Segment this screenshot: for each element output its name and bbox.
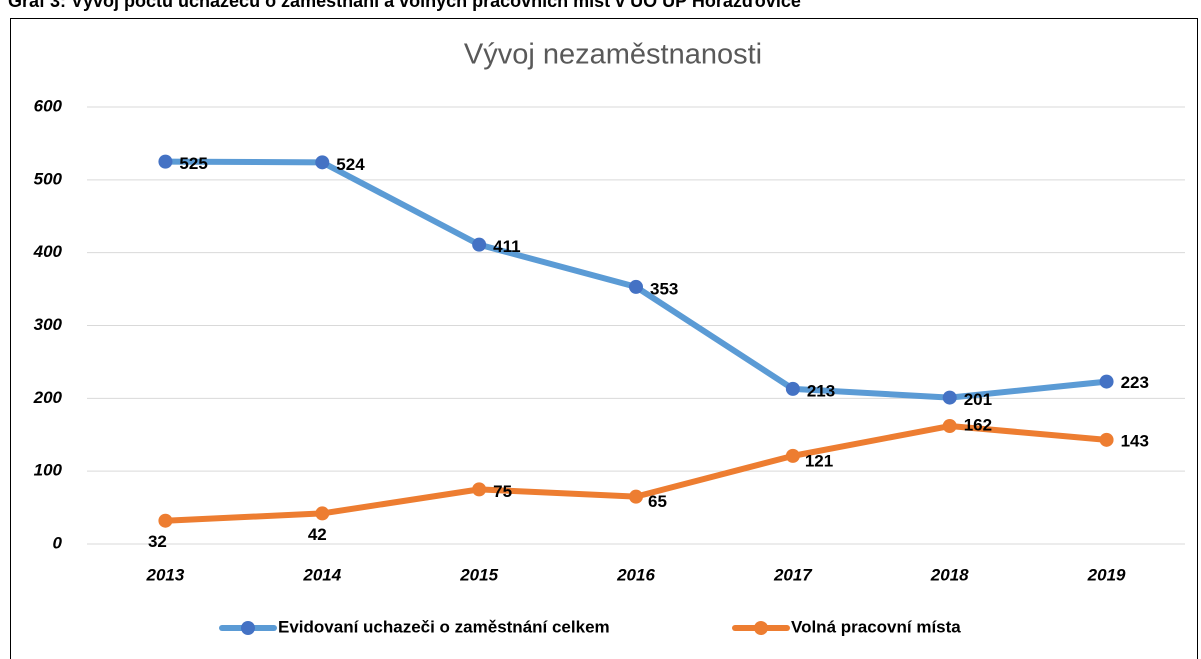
data-label: 121 (805, 451, 833, 470)
data-label: 32 (148, 532, 167, 551)
legend-marker (754, 621, 768, 635)
y-tick-label: 100 (34, 461, 63, 480)
data-point (315, 506, 330, 521)
x-tick-label: 2016 (616, 565, 655, 584)
data-label: 525 (179, 154, 207, 173)
data-point (942, 419, 957, 434)
data-point (158, 513, 173, 528)
x-tick-label: 2013 (146, 565, 185, 584)
x-tick-label: 2014 (302, 565, 341, 584)
x-tick-label: 2019 (1087, 565, 1126, 584)
data-point (942, 390, 957, 405)
y-tick-label: 500 (34, 169, 63, 188)
chart-title: Vývoj nezaměstnanosti (464, 39, 762, 71)
chart-border (10, 18, 1198, 659)
data-label: 201 (964, 390, 992, 409)
data-point (315, 155, 330, 170)
data-point (1099, 432, 1114, 447)
y-tick-label: 300 (34, 315, 63, 334)
x-tick-label: 2015 (459, 565, 498, 584)
data-label: 213 (807, 381, 835, 400)
x-tick-label: 2018 (930, 565, 969, 584)
data-label: 353 (650, 279, 678, 298)
data-label: 524 (336, 155, 365, 174)
data-label: 223 (1121, 373, 1149, 392)
data-point (785, 381, 800, 396)
y-tick-label: 200 (33, 388, 63, 407)
data-label: 411 (493, 237, 520, 256)
legend-label: Volná pracovní místa (791, 617, 961, 636)
series-line (162, 423, 1110, 524)
caption: Graf 3: Vývoj počtu uchazečů o zaměstnán… (8, 0, 801, 11)
data-label: 143 (1121, 431, 1149, 450)
data-point (158, 154, 173, 169)
data-point (629, 489, 643, 504)
data-point (1099, 374, 1114, 389)
series-line (162, 158, 1110, 401)
legend-label: Evidovaní uchazeči o zaměstnání celkem (278, 617, 610, 636)
x-tick-label: 2017 (773, 565, 813, 584)
data-point (629, 279, 643, 294)
data-label: 162 (964, 415, 992, 434)
legend-marker (241, 621, 255, 635)
data-label: 42 (308, 525, 327, 544)
y-tick-label: 400 (33, 242, 63, 261)
y-tick-label: 600 (34, 96, 63, 115)
data-point (472, 482, 487, 497)
data-label: 65 (648, 492, 667, 511)
data-point (785, 448, 800, 463)
data-label: 75 (493, 482, 512, 501)
y-tick-label: 0 (53, 533, 63, 552)
data-point (472, 237, 487, 252)
